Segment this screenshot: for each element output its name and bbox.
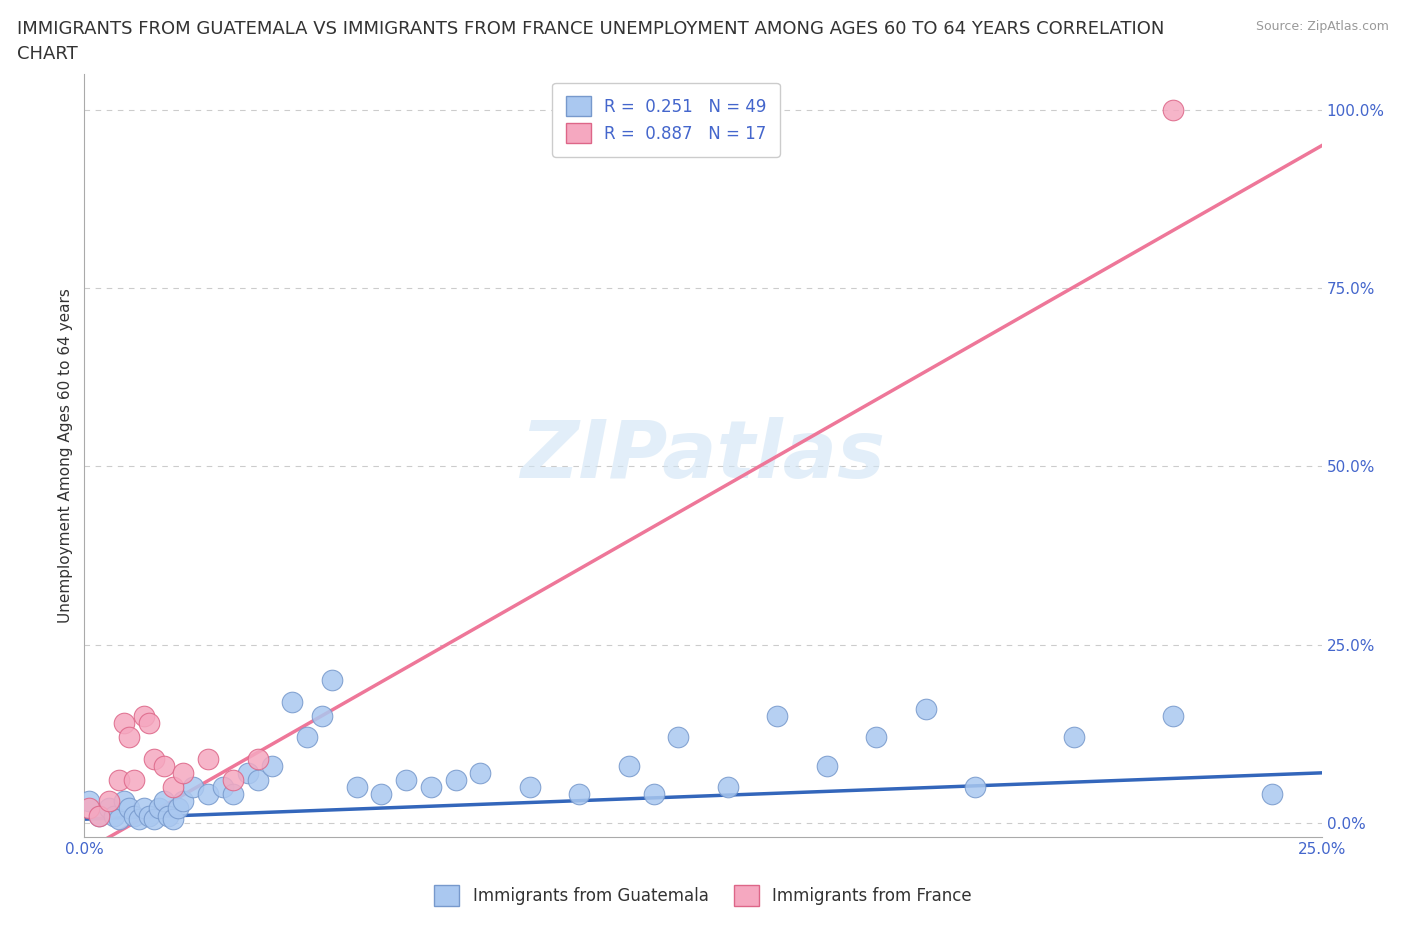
Point	[122, 773, 145, 788]
Point	[295, 730, 318, 745]
Point	[311, 709, 333, 724]
Point	[132, 801, 155, 816]
Point	[89, 808, 111, 823]
Text: IMMIGRANTS FROM GUATEMALA VS IMMIGRANTS FROM FRANCE UNEMPLOYMENT AMONG AGES 60 T: IMMIGRANTS FROM GUATEMALA VS IMMIGRANTS …	[17, 20, 1164, 38]
Point	[98, 801, 121, 816]
Point	[865, 730, 887, 745]
Point	[519, 779, 541, 794]
Point	[1261, 787, 1284, 802]
Point	[914, 701, 936, 716]
Point	[643, 787, 665, 802]
Point	[1161, 102, 1184, 117]
Point	[138, 715, 160, 730]
Point	[79, 801, 101, 816]
Point	[222, 787, 245, 802]
Point	[142, 751, 165, 766]
Point	[617, 758, 640, 773]
Point	[152, 794, 174, 809]
Legend: Immigrants from Guatemala, Immigrants from France: Immigrants from Guatemala, Immigrants fr…	[427, 879, 979, 912]
Point	[112, 794, 135, 809]
Point	[157, 808, 180, 823]
Point	[181, 779, 204, 794]
Point	[162, 779, 184, 794]
Point	[148, 801, 170, 816]
Point	[212, 779, 235, 794]
Y-axis label: Unemployment Among Ages 60 to 64 years: Unemployment Among Ages 60 to 64 years	[58, 288, 73, 623]
Point	[281, 694, 304, 709]
Point	[766, 709, 789, 724]
Point	[118, 730, 141, 745]
Point	[419, 779, 441, 794]
Point	[1063, 730, 1085, 745]
Text: Source: ZipAtlas.com: Source: ZipAtlas.com	[1256, 20, 1389, 33]
Point	[717, 779, 740, 794]
Text: ZIPatlas: ZIPatlas	[520, 417, 886, 495]
Point	[666, 730, 689, 745]
Point	[152, 758, 174, 773]
Point	[470, 765, 492, 780]
Legend: R =  0.251   N = 49, R =  0.887   N = 17: R = 0.251 N = 49, R = 0.887 N = 17	[553, 83, 779, 157]
Point	[122, 808, 145, 823]
Point	[108, 773, 131, 788]
Point	[108, 812, 131, 827]
Point	[118, 801, 141, 816]
Point	[79, 794, 101, 809]
Point	[346, 779, 368, 794]
Point	[172, 765, 194, 780]
Point	[395, 773, 418, 788]
Point	[112, 715, 135, 730]
Point	[142, 812, 165, 827]
Point	[132, 709, 155, 724]
Point	[246, 773, 269, 788]
Point	[965, 779, 987, 794]
Point	[444, 773, 467, 788]
Point	[222, 773, 245, 788]
Point	[568, 787, 591, 802]
Point	[370, 787, 392, 802]
Point	[1161, 709, 1184, 724]
Point	[246, 751, 269, 766]
Point	[172, 794, 194, 809]
Point	[167, 801, 190, 816]
Point	[103, 808, 125, 823]
Point	[138, 808, 160, 823]
Point	[197, 787, 219, 802]
Point	[262, 758, 284, 773]
Text: CHART: CHART	[17, 45, 77, 62]
Point	[162, 812, 184, 827]
Point	[321, 672, 343, 687]
Point	[98, 794, 121, 809]
Point	[236, 765, 259, 780]
Point	[815, 758, 838, 773]
Point	[128, 812, 150, 827]
Point	[197, 751, 219, 766]
Point	[89, 808, 111, 823]
